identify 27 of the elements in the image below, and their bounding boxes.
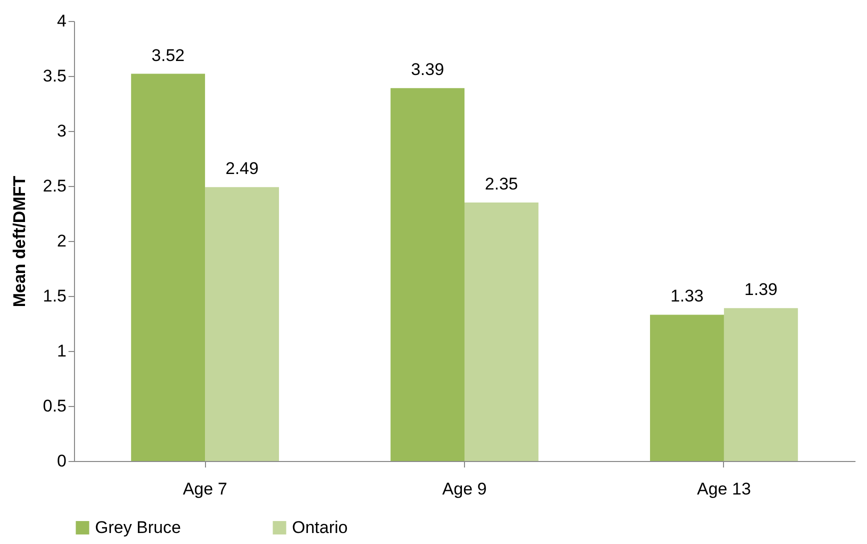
y-axis-title: Mean deft/DMFT [10,175,29,308]
bar [131,74,206,461]
data-label: 3.39 [410,60,444,80]
x-tick-label: Age 9 [442,480,487,498]
legend-label: Ontario [292,518,348,537]
y-tick-label: 2.5 [42,176,66,196]
y-tick-label: 1 [57,342,66,360]
data-label: 2.35 [484,174,518,194]
x-tick-label: Age 7 [182,480,228,498]
bar [464,202,538,461]
data-label: 1.39 [744,280,778,300]
y-tick-label: 2 [57,232,66,250]
y-tick-label: 3.5 [42,66,66,86]
bar [724,308,798,461]
bar [390,88,464,461]
y-tick-label: 0.5 [42,396,66,416]
data-label: 2.49 [225,159,259,178]
bar [650,314,724,461]
legend-label: Grey Bruce [95,518,181,537]
bar [205,187,279,461]
x-tick-label: Age 13 [697,480,751,498]
y-tick-label: 0 [57,452,66,470]
data-label: 1.33 [670,286,704,306]
y-tick-label: 1.5 [42,286,66,306]
y-tick-label: 3 [57,122,66,140]
data-label: 3.52 [152,46,185,65]
y-tick-label: 4 [57,12,66,30]
